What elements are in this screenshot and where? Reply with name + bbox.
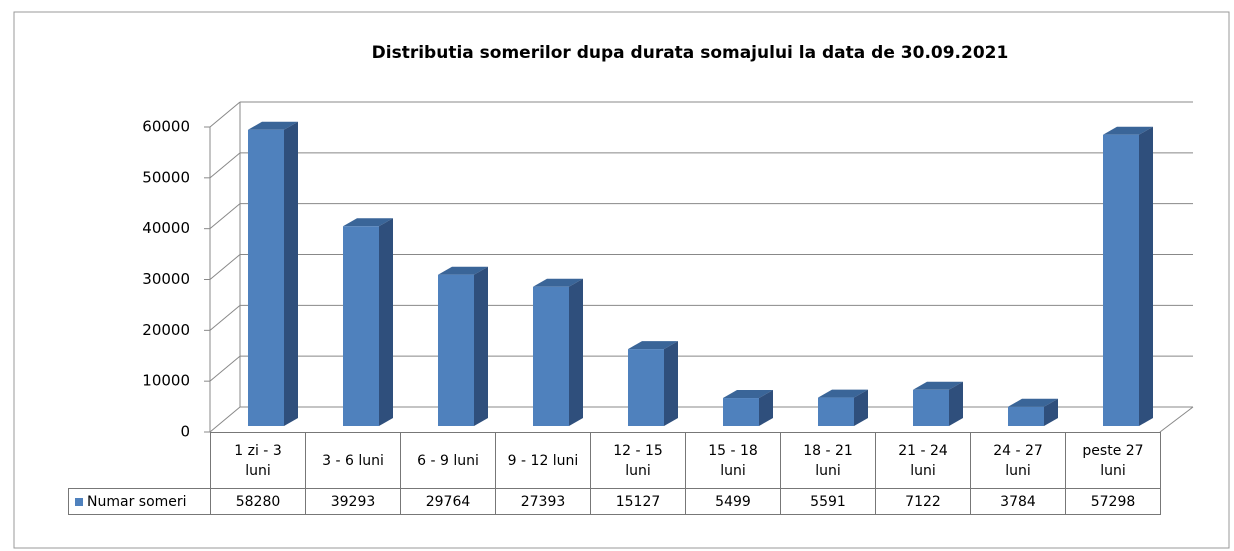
- bar: [818, 397, 854, 426]
- bar: [1008, 406, 1044, 426]
- x-tick-label: 9 - 12 luni: [507, 452, 579, 469]
- y-tick-label: 50000: [142, 168, 190, 186]
- chart-title: Distributia somerilor dupa durata somaju…: [372, 43, 1009, 63]
- grid-line: [209, 101, 241, 128]
- y-tick-label: 60000: [142, 118, 190, 136]
- bar-side: [949, 381, 963, 426]
- bar: [628, 349, 664, 426]
- bar-side: [379, 218, 393, 426]
- category-cell: peste 27 luni: [1065, 432, 1161, 489]
- grid-line: [209, 203, 241, 230]
- bar-top: [533, 278, 583, 287]
- value-cell: 5591: [780, 488, 876, 515]
- value-cell: 5499: [685, 488, 781, 515]
- x-tick-label: 24 - 27 luni: [993, 442, 1043, 479]
- value-cell: 3784: [970, 488, 1066, 515]
- value-cell: 27393: [495, 488, 591, 515]
- bar-side: [474, 266, 488, 426]
- bar-side: [1139, 126, 1153, 426]
- bar-top: [1008, 398, 1058, 407]
- chart-border: [13, 11, 1230, 549]
- value-cell: 39293: [305, 488, 401, 515]
- value-cell: 15127: [590, 488, 686, 515]
- bar: [438, 274, 474, 426]
- category-cell: 15 - 18 luni: [685, 432, 781, 489]
- y-tick-label: 10000: [142, 372, 190, 390]
- grid-line: [209, 254, 241, 280]
- bar-side: [854, 389, 868, 426]
- legend-label: Numar someri: [87, 493, 187, 510]
- bar-side: [759, 390, 773, 426]
- y-tick-label: 20000: [142, 321, 190, 339]
- bar: [1103, 134, 1139, 426]
- category-cell: 1 zi - 3 luni: [210, 432, 306, 489]
- bar: [913, 389, 949, 426]
- x-tick-label: 15 - 18 luni: [708, 442, 758, 479]
- bar: [343, 226, 379, 426]
- value-cell: 29764: [400, 488, 496, 515]
- y-tick-label: 0: [180, 423, 190, 441]
- category-cell: 3 - 6 luni: [305, 432, 401, 489]
- category-cell: 6 - 9 luni: [400, 432, 496, 489]
- bar-side: [284, 121, 298, 426]
- value-cell: 57298: [1065, 488, 1161, 515]
- category-cell: 12 - 15 luni: [590, 432, 686, 489]
- bar: [248, 129, 284, 426]
- legend-cell: Numar someri: [68, 488, 211, 515]
- category-cell: 24 - 27 luni: [970, 432, 1066, 489]
- bar-top: [913, 381, 963, 390]
- value-cell: 7122: [875, 488, 971, 515]
- bar-top: [438, 266, 488, 275]
- category-cell: 9 - 12 luni: [495, 432, 591, 489]
- bar-top: [628, 341, 678, 350]
- x-tick-label: 12 - 15 luni: [613, 442, 663, 479]
- x-tick-label: 6 - 9 luni: [417, 452, 479, 469]
- bar-top: [1103, 126, 1153, 135]
- bar: [723, 398, 759, 426]
- x-tick-label: 1 zi - 3 luni: [234, 442, 282, 479]
- bar-top: [818, 389, 868, 398]
- grid-line: [209, 304, 241, 331]
- bar-side: [1044, 398, 1058, 426]
- x-tick-label: 18 - 21 luni: [803, 442, 853, 479]
- category-cell: 21 - 24 luni: [875, 432, 971, 489]
- x-tick-label: 3 - 6 luni: [322, 452, 384, 469]
- bar-side: [664, 341, 678, 426]
- y-tick-label: 30000: [142, 270, 190, 288]
- category-cell: 18 - 21 luni: [780, 432, 876, 489]
- grid-line: [209, 355, 241, 382]
- bar-top: [723, 390, 773, 399]
- bar-side: [569, 278, 583, 426]
- grid-line: [209, 152, 241, 179]
- x-tick-label: peste 27 luni: [1082, 442, 1144, 479]
- bar-top: [248, 121, 298, 130]
- grid-line: [209, 406, 241, 433]
- bar-top: [343, 218, 393, 227]
- x-tick-label: 21 - 24 luni: [898, 442, 948, 479]
- floor-edge: [1159, 406, 1194, 433]
- bar: [533, 286, 569, 426]
- y-tick-label: 40000: [142, 219, 190, 237]
- value-cell: 58280: [210, 488, 306, 515]
- legend-swatch: [75, 497, 83, 506]
